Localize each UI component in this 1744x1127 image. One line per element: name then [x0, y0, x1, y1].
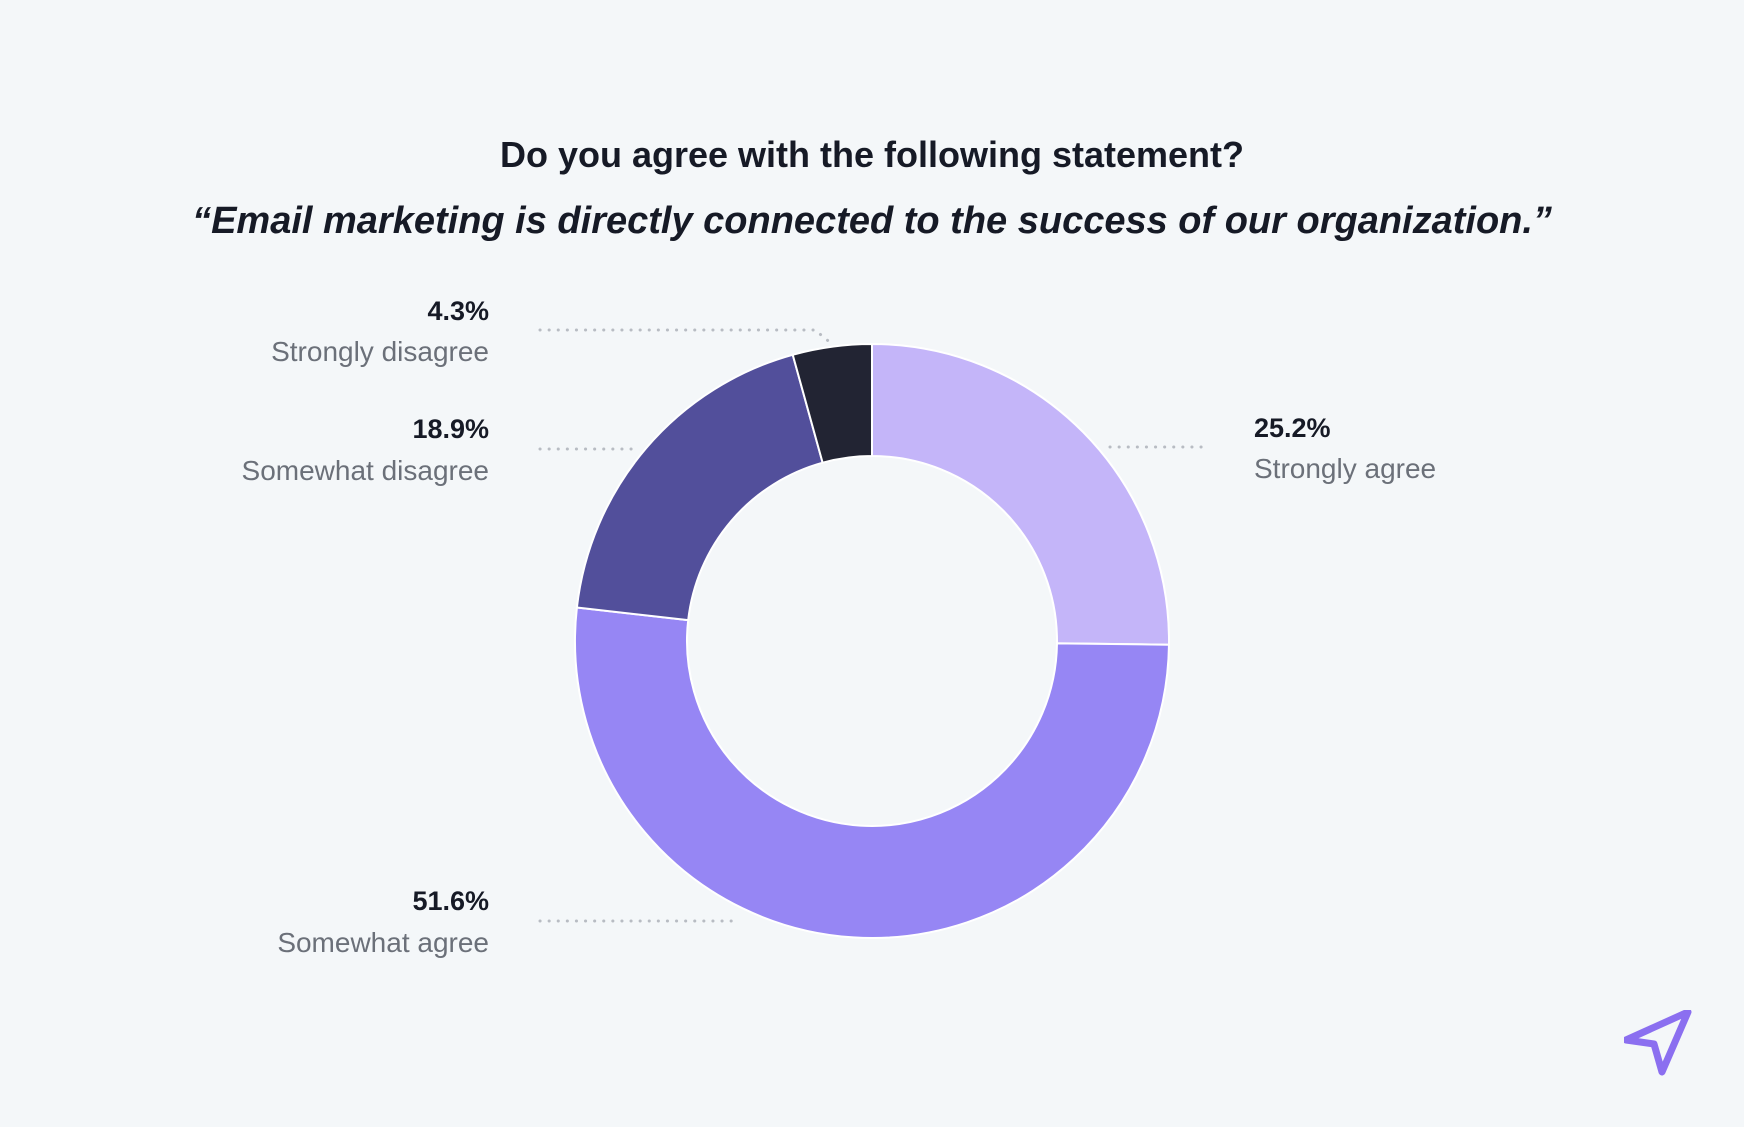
value-label-strongly-disagree: 4.3%	[427, 296, 489, 326]
category-label-somewhat-disagree: Somewhat disagree	[242, 455, 489, 486]
category-label-strongly-disagree: Strongly disagree	[271, 336, 489, 367]
value-label-somewhat-disagree: 18.9%	[412, 414, 489, 444]
value-label-strongly-agree: 25.2%	[1254, 413, 1331, 443]
paper-plane-icon	[1624, 1010, 1692, 1076]
value-label-somewhat-agree: 51.6%	[412, 886, 489, 916]
slice-somewhat-agree	[574, 606, 1170, 939]
category-label-somewhat-agree: Somewhat agree	[277, 927, 489, 958]
category-label-strongly-agree: Strongly agree	[1254, 453, 1436, 484]
slice-strongly-agree	[871, 342, 1170, 646]
chart-subtitle: “Email marketing is directly connected t…	[192, 200, 1552, 242]
slice-somewhat-disagree	[575, 353, 824, 622]
chart-title: Do you agree with the following statemen…	[499, 134, 1245, 175]
leader-line-strongly-disagree	[538, 328, 834, 346]
slice-strongly-disagree	[791, 342, 873, 464]
